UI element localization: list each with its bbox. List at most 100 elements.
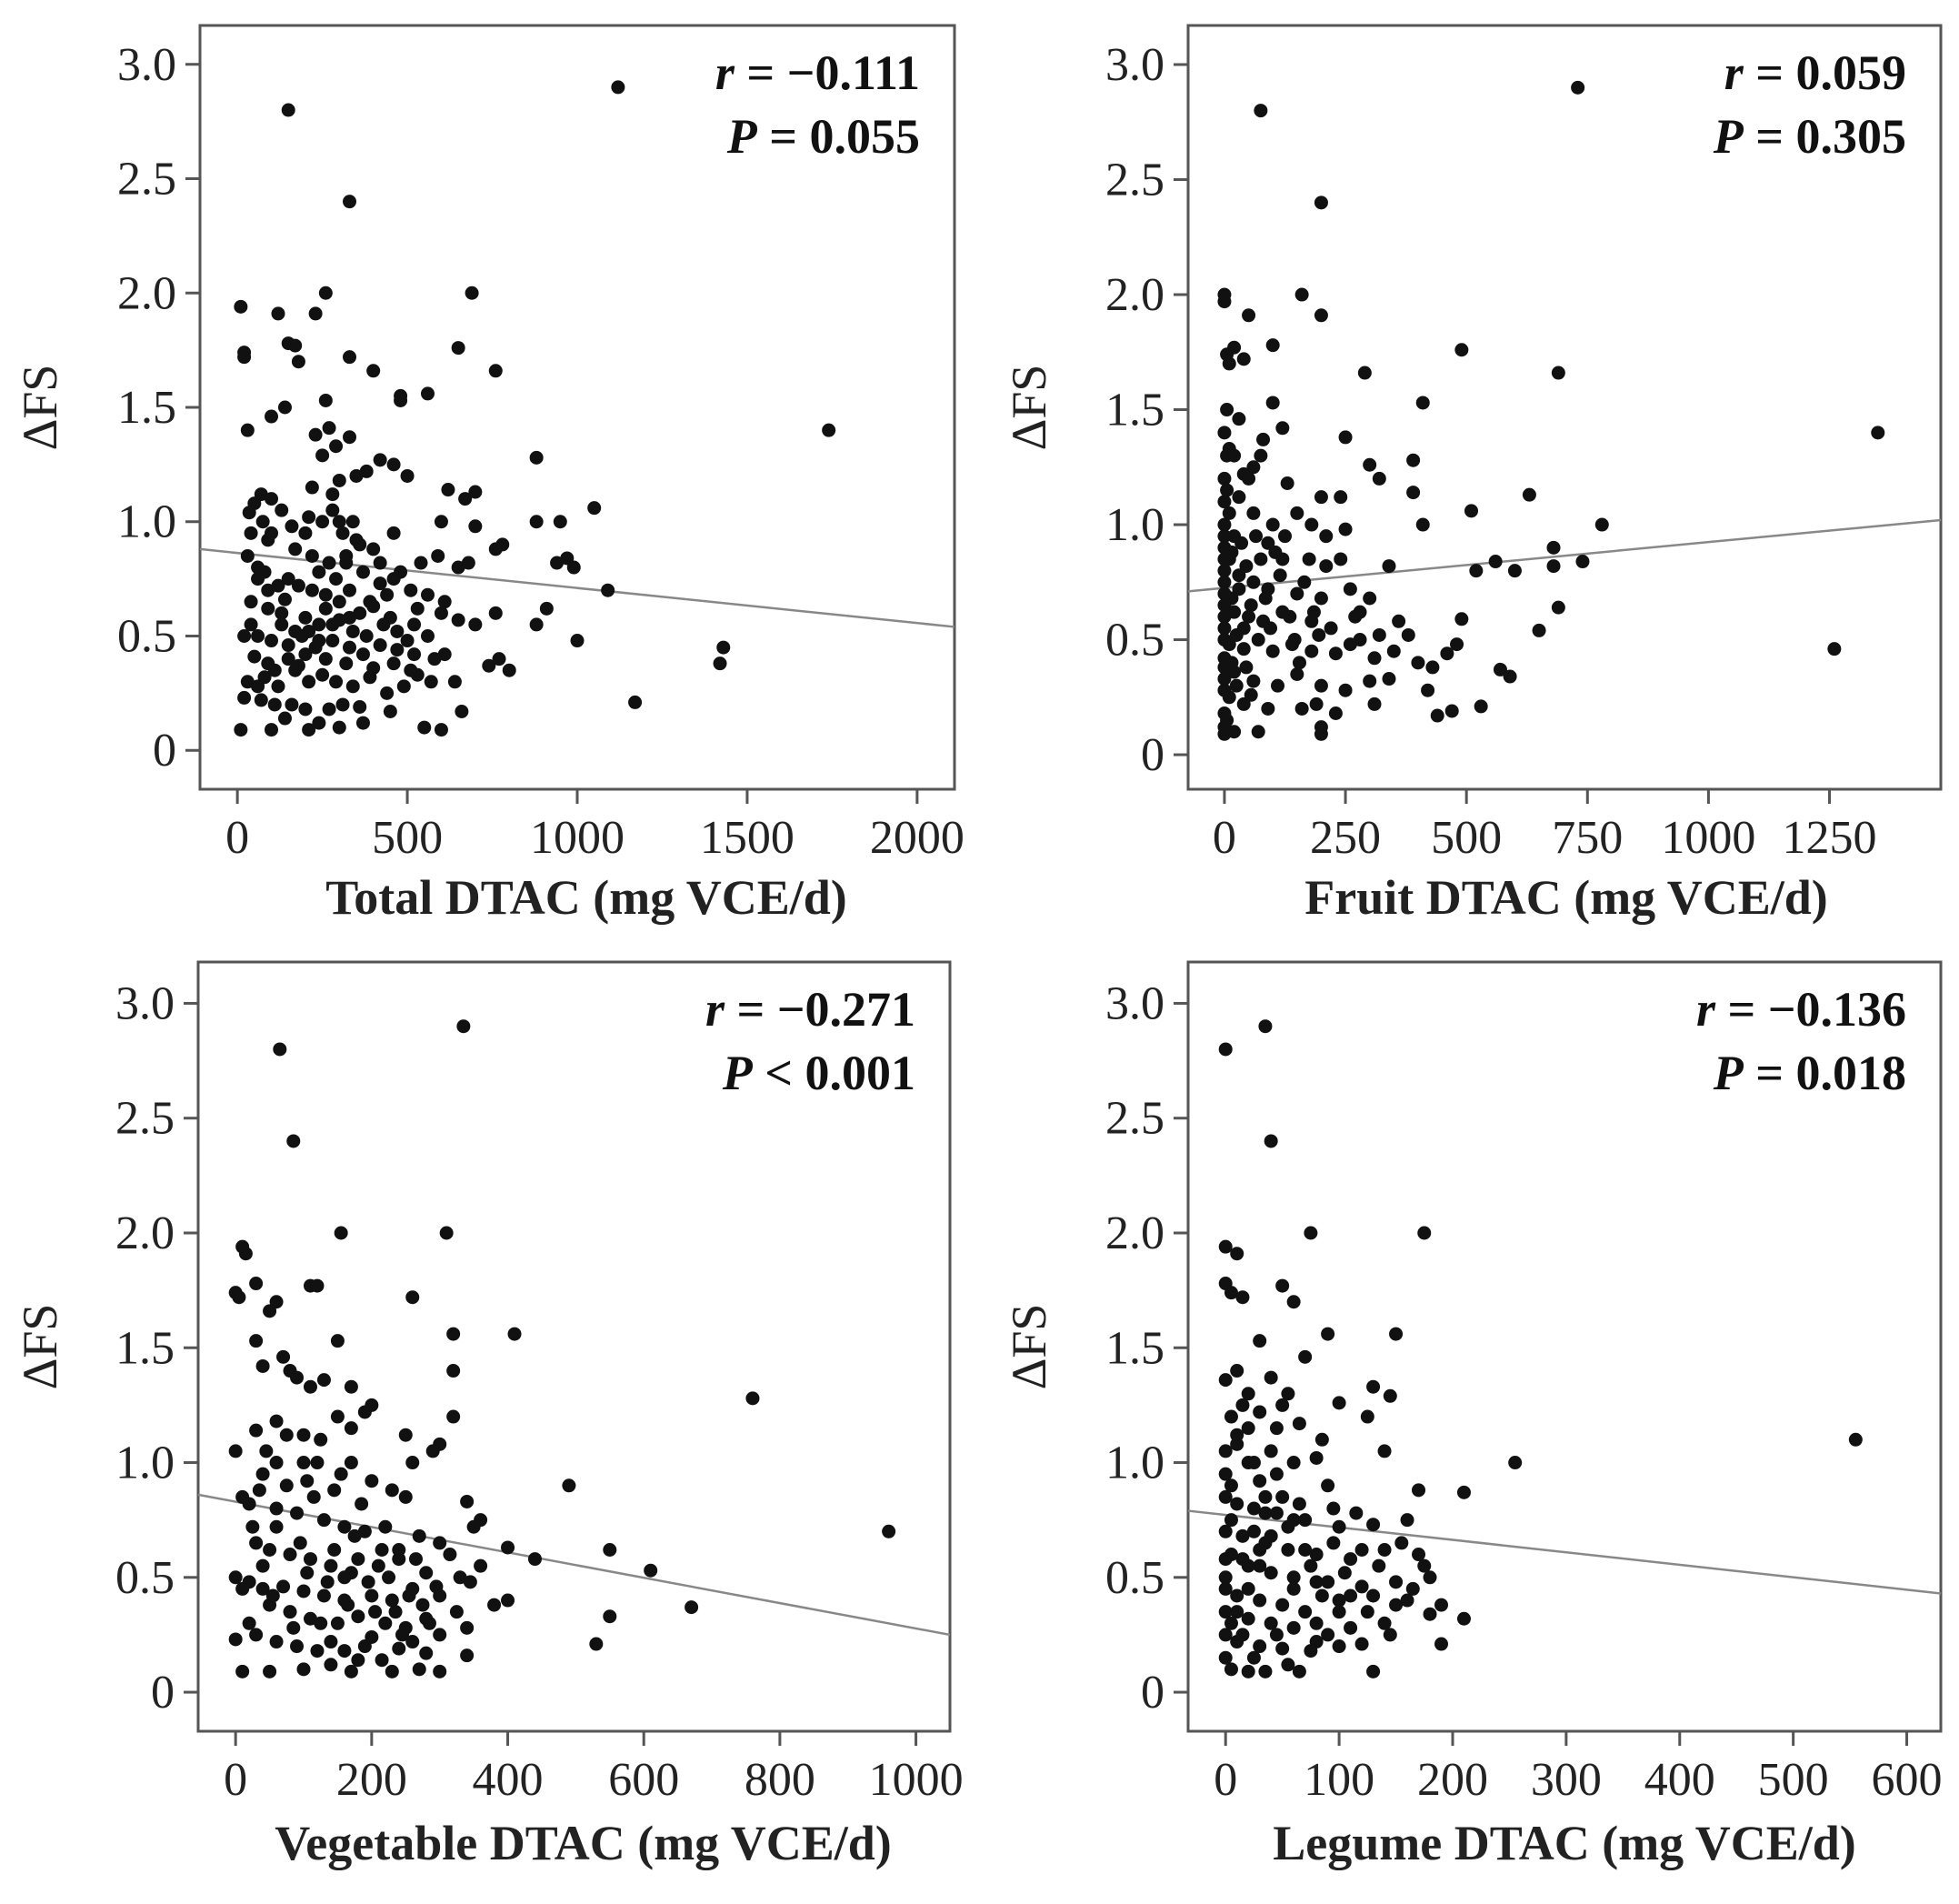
- data-point: [1217, 517, 1232, 532]
- data-point: [1377, 1444, 1392, 1458]
- data-point: [1249, 529, 1264, 544]
- data-point: [368, 1605, 383, 1619]
- data-point: [1220, 403, 1234, 417]
- data-point: [300, 1566, 315, 1580]
- data-point: [1275, 421, 1290, 436]
- data-point: [303, 1379, 317, 1394]
- data-point: [386, 526, 401, 540]
- data-point: [1281, 1542, 1295, 1557]
- data-point: [1488, 555, 1503, 569]
- data-point: [1253, 1405, 1267, 1419]
- data-point: [269, 1635, 284, 1649]
- data-point: [1469, 564, 1484, 578]
- data-point: [1246, 1524, 1261, 1538]
- data-point: [288, 338, 303, 353]
- data-point: [443, 1548, 457, 1562]
- data-point: [1372, 1558, 1386, 1573]
- data-point: [269, 1414, 284, 1428]
- data-point: [269, 1456, 284, 1470]
- p-statistic: P = 0.018: [1713, 1046, 1906, 1100]
- data-point: [1389, 1598, 1404, 1612]
- data-point: [1319, 559, 1334, 574]
- data-point: [275, 606, 289, 620]
- data-point: [281, 103, 295, 117]
- data-point: [308, 306, 323, 321]
- data-point: [265, 492, 279, 506]
- data-point: [1218, 1042, 1233, 1057]
- data-point: [1406, 486, 1421, 500]
- r-value: = −0.111: [735, 45, 920, 100]
- data-point: [312, 565, 326, 579]
- data-point: [1264, 1134, 1278, 1148]
- data-point: [355, 716, 370, 730]
- data-point: [1275, 1489, 1290, 1504]
- data-point: [325, 487, 340, 502]
- data-point: [1354, 1637, 1369, 1651]
- data-point: [1246, 506, 1261, 520]
- data-point: [318, 393, 333, 407]
- data-point: [279, 1428, 294, 1442]
- data-point: [290, 1506, 305, 1520]
- data-point: [334, 1467, 348, 1481]
- data-point: [1253, 1593, 1267, 1608]
- data-point: [1546, 559, 1561, 574]
- panel-total-dtac: 0 0.5 1.0 1.5 2.0 2.5 3.0 0 500 1000 1500 2000 Total…: [13, 24, 965, 925]
- data-point: [400, 468, 415, 483]
- data-point: [316, 1373, 331, 1388]
- data-point: [1328, 706, 1343, 721]
- data-point: [468, 519, 483, 534]
- data-point: [302, 624, 316, 638]
- data-point: [405, 1456, 420, 1470]
- data-point: [1297, 575, 1312, 589]
- data-point: [1392, 614, 1406, 628]
- data-point: [290, 1370, 305, 1385]
- data-point: [461, 556, 475, 570]
- data-point: [334, 1226, 348, 1240]
- data-point: [265, 634, 279, 648]
- plot-frame: [1186, 24, 1943, 791]
- data-point: [390, 624, 405, 638]
- data-point: [414, 556, 428, 570]
- data-point: [1464, 504, 1478, 518]
- data-point: [345, 624, 360, 638]
- data-point: [339, 556, 354, 570]
- data-point: [1309, 1575, 1324, 1589]
- data-point: [279, 1478, 294, 1493]
- panel-vegetable-dtac: 0 0.5 1.0 1.5 2.0 2.5 3.0 0 200 400 600 800 1000 Vege…: [13, 960, 964, 1870]
- data-point: [1314, 195, 1328, 210]
- data-point: [1344, 1552, 1358, 1567]
- data-point: [1415, 517, 1430, 532]
- data-point: [1382, 672, 1396, 686]
- data-point: [1454, 612, 1469, 626]
- data-point: [378, 1616, 393, 1630]
- data-point: [269, 1501, 284, 1516]
- data-point: [434, 515, 448, 529]
- y-tick-label: 1.0: [115, 1438, 175, 1489]
- data-point: [1275, 552, 1290, 566]
- data-point: [398, 1428, 413, 1442]
- data-point: [392, 1641, 406, 1656]
- data-point: [1229, 678, 1244, 693]
- data-point: [238, 1247, 253, 1261]
- data-point: [1241, 1611, 1255, 1626]
- y-tick-label: 0: [153, 725, 176, 777]
- data-point: [318, 587, 333, 602]
- data-point: [244, 526, 258, 540]
- data-point: [305, 548, 319, 563]
- data-point: [1218, 1489, 1233, 1504]
- data-point: [396, 679, 411, 694]
- data-point: [228, 1632, 243, 1647]
- data-point: [460, 1620, 475, 1635]
- data-point: [228, 1444, 243, 1458]
- data-point: [460, 1494, 475, 1508]
- p-statistic: P = 0.055: [726, 109, 920, 164]
- data-point: [1264, 1566, 1278, 1580]
- data-point: [316, 1513, 331, 1528]
- data-point: [273, 1042, 287, 1057]
- data-point: [373, 453, 387, 467]
- data-point: [385, 1664, 399, 1679]
- data-point: [1507, 564, 1522, 578]
- data-point: [433, 1664, 447, 1679]
- data-point: [529, 617, 544, 632]
